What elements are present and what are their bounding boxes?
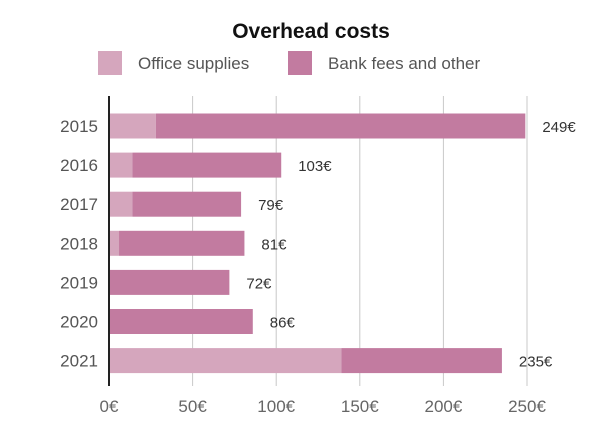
bar-2016-series-0 [109,152,133,178]
category-label-2021: 2021 [60,352,98,371]
x-tick-label-5: 250€ [508,397,546,416]
bar-2019-series-1 [109,269,230,295]
bar-2015-series-1 [155,113,526,139]
x-axis-ticks: 0€ 50€ 100€ 150€ 200€ 250€ [100,397,547,416]
legend-swatch-0 [98,51,122,75]
category-label-2016: 2016 [60,156,98,175]
bar-2017-series-0 [109,191,133,217]
bar-2018-series-0 [109,230,120,256]
bar-2018-series-1 [119,230,245,256]
data-label-2016: 103€ [298,158,332,175]
category-label-2019: 2019 [60,273,98,292]
bar-2021-series-1 [341,348,502,374]
category-label-2020: 2020 [60,313,98,332]
chart-title: Overhead costs [232,20,390,43]
labels: 2015 249€ 2016 103€ 2017 79€ 2018 81€ 2019 72€ 202… [60,117,576,371]
category-label-2015: 2015 [60,117,98,136]
data-label-2020: 86€ [270,315,296,332]
bar-2020-series-1 [109,309,253,334]
data-label-2015: 249€ [542,119,576,136]
x-tick-label-2: 100€ [257,397,295,416]
legend-label-1: Bank fees and other [328,54,481,73]
x-tick-label-4: 200€ [424,397,462,416]
data-label-2017: 79€ [258,197,284,214]
data-label-2018: 81€ [261,236,287,253]
x-tick-label-0: 0€ [100,397,119,416]
data-label-2019: 72€ [246,275,272,292]
bar-2015-series-0 [109,113,156,139]
bar-2016-series-1 [132,152,282,178]
grid [192,96,528,386]
legend-swatch-1 [288,51,312,75]
legend-label-0: Office supplies [138,54,249,73]
x-tick-label-3: 150€ [341,397,379,416]
bar-2017-series-1 [132,191,242,217]
category-label-2018: 2018 [60,234,98,253]
legend: Office supplies Bank fees and other [98,51,481,75]
bars [109,113,526,374]
x-tick-label-1: 50€ [178,397,207,416]
category-label-2017: 2017 [60,195,98,214]
data-label-2021: 235€ [519,354,553,371]
bar-2021-series-0 [109,348,342,374]
